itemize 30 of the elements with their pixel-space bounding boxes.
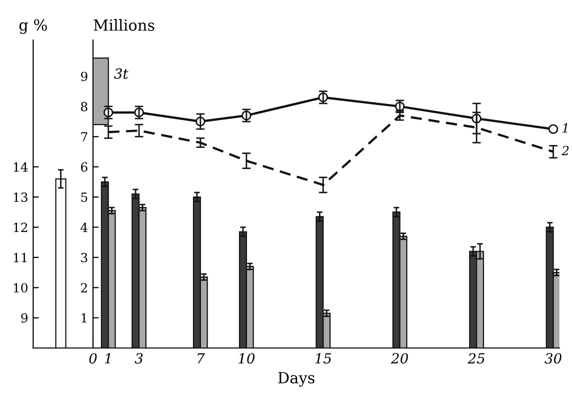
x-tick-label: 15: [315, 353, 332, 364]
series-label: 3t: [114, 68, 128, 79]
y2-tick-label: 10: [14, 283, 28, 293]
x-tick-label: 20: [390, 353, 408, 364]
y-tick-label: 3: [81, 252, 88, 262]
y2-tick-label: 12: [14, 222, 28, 232]
y2-tick-label: 13: [14, 192, 28, 202]
series-label: 1: [562, 123, 568, 133]
x-tick-label: 25: [468, 353, 485, 364]
y2-tick-label: 14: [14, 162, 28, 172]
y-tick-label: 8: [81, 102, 88, 112]
y-tick-label: 1: [82, 313, 86, 323]
y-tick-label: 4: [80, 222, 88, 232]
x-axis-title: Days: [278, 372, 314, 387]
y-tick-label: 2: [81, 283, 87, 292]
x-tick-label: 7: [198, 353, 205, 364]
y2-tick-label: 9: [21, 313, 28, 323]
y-tick-label: 9: [80, 72, 88, 82]
x-tick-label: 0: [89, 353, 97, 364]
series-label: 2: [562, 146, 569, 156]
y2-tick-label: 11: [14, 252, 27, 262]
x-tick-label: 10: [238, 353, 255, 364]
y-tick-label: 7: [81, 132, 88, 142]
y-axis-title: Millions: [94, 19, 154, 31]
x-tick-label: 3: [134, 353, 143, 364]
x-tick-label: 30: [544, 353, 562, 364]
y-tick-label: 6: [81, 162, 88, 172]
y2-axis-title: g %: [19, 19, 47, 34]
x-tick-label: 1: [104, 353, 110, 364]
y-tick-label: 5: [81, 192, 88, 202]
